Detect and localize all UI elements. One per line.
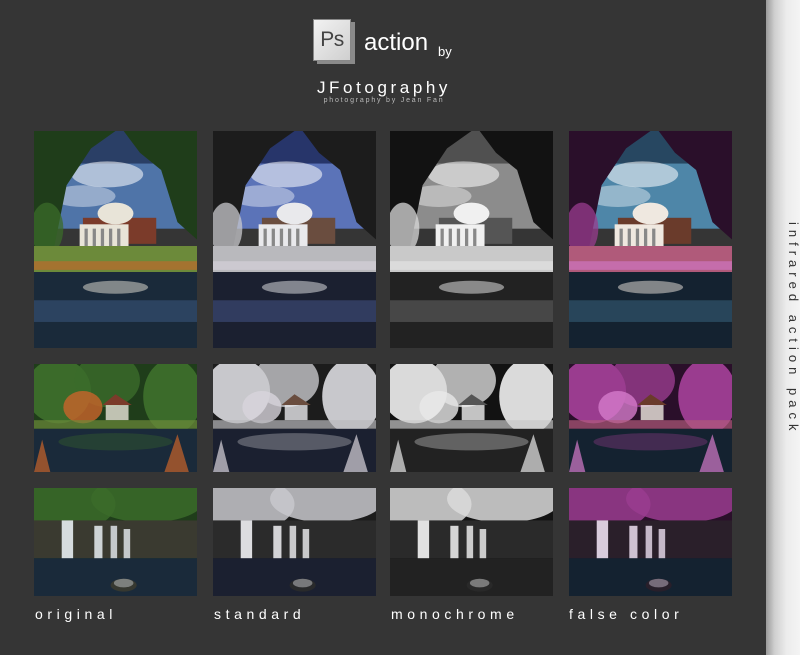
side-caption: infrared action pack xyxy=(786,222,800,436)
photo-gazebo-standard xyxy=(213,364,376,472)
brand-tagline: photography by Jean Fan xyxy=(323,97,445,104)
brand-name: JFotography xyxy=(316,78,452,97)
photo-mansion-original xyxy=(34,131,197,348)
photo-waterfall-falsecolor xyxy=(569,488,732,596)
photoshop-logo-icon: Ps xyxy=(313,19,355,63)
photo-mansion-falsecolor xyxy=(569,131,732,348)
photo-gazebo-monochrome xyxy=(390,364,553,472)
photo-gazebo-falsecolor xyxy=(569,364,732,472)
page-edge-shadow xyxy=(766,0,800,655)
photo-mansion-standard xyxy=(213,131,376,348)
column-label-false-color: false color xyxy=(569,606,684,622)
column-label-original: original xyxy=(35,606,117,622)
by-label: by xyxy=(438,44,452,59)
action-title: action xyxy=(364,29,429,56)
photo-gazebo-original xyxy=(34,364,197,472)
column-label-standard: standard xyxy=(214,606,306,622)
logo-text: Ps xyxy=(313,19,351,61)
photo-mansion-monochrome xyxy=(390,131,553,348)
photo-waterfall-monochrome xyxy=(390,488,553,596)
column-label-monochrome: monochrome xyxy=(391,606,519,622)
photo-waterfall-original xyxy=(34,488,197,596)
main-panel: Ps action by JFotography photography by … xyxy=(0,0,766,655)
photo-waterfall-standard xyxy=(213,488,376,596)
